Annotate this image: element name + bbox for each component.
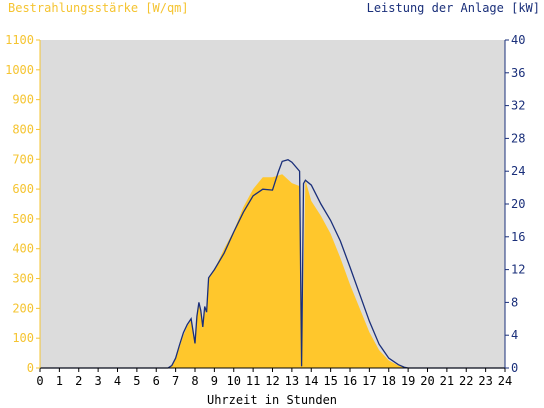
right-y-tick-label: 8 — [511, 295, 518, 309]
x-tick-label: 20 — [420, 374, 434, 388]
left-y-tick-label: 700 — [12, 152, 34, 166]
x-tick-label: 5 — [133, 374, 140, 388]
left-y-tick-label: 600 — [12, 182, 34, 196]
right-y-tick-label: 20 — [511, 197, 525, 211]
left-y-tick-label: 1000 — [5, 63, 34, 77]
left-y-tick-label: 1100 — [5, 33, 34, 47]
x-tick-label: 18 — [382, 374, 396, 388]
x-tick-label: 13 — [285, 374, 299, 388]
left-axis-title: Bestrahlungsstärke [W/qm] — [8, 1, 189, 15]
left-y-tick-label: 900 — [12, 93, 34, 107]
x-tick-label: 3 — [95, 374, 102, 388]
left-y-tick-label: 400 — [12, 242, 34, 256]
x-tick-label: 16 — [343, 374, 357, 388]
series-area-irradiance — [40, 174, 505, 368]
x-tick-label: 10 — [227, 374, 241, 388]
x-tick-label: 8 — [191, 374, 198, 388]
right-y-tick-label: 4 — [511, 328, 518, 342]
series-layer — [40, 158, 505, 369]
x-tick-label: 6 — [153, 374, 160, 388]
x-tick-label: 11 — [246, 374, 260, 388]
right-y-tick-label: 40 — [511, 33, 525, 47]
x-tick-label: 14 — [304, 374, 318, 388]
left-y-tick-label: 800 — [12, 122, 34, 136]
x-tick-label: 1 — [56, 374, 63, 388]
x-tick-label: 17 — [362, 374, 376, 388]
right-y-tick-label: 24 — [511, 164, 525, 178]
right-y-tick-label: 0 — [511, 361, 518, 375]
left-y-tick-label: 100 — [12, 331, 34, 345]
x-tick-label: 0 — [36, 374, 43, 388]
right-y-tick-label: 28 — [511, 131, 525, 145]
left-y-tick-label: 500 — [12, 212, 34, 226]
x-tick-label: 19 — [401, 374, 415, 388]
left-y-tick-label: 0 — [27, 361, 34, 375]
x-tick-label: 22 — [459, 374, 473, 388]
right-y-tick-label: 32 — [511, 99, 525, 113]
right-y-tick-label: 16 — [511, 230, 525, 244]
x-tick-label: 12 — [265, 374, 279, 388]
x-tick-label: 7 — [172, 374, 179, 388]
right-y-tick-label: 12 — [511, 263, 525, 277]
x-tick-label: 24 — [498, 374, 512, 388]
left-y-tick-label: 300 — [12, 272, 34, 286]
x-tick-label: 15 — [323, 374, 337, 388]
x-tick-label: 4 — [114, 374, 121, 388]
x-tick-label: 23 — [478, 374, 492, 388]
axes-layer: 0 1 2 3 4 5 6 7 8 9 10 11 12 13 14 15 16 17 18 19 20 21 22 23 24… — [5, 33, 525, 388]
series-line-power — [40, 158, 505, 369]
x-tick-label: 9 — [211, 374, 218, 388]
left-y-tick-label: 200 — [12, 301, 34, 315]
right-axis-title: Leistung der Anlage [kW] — [366, 1, 540, 15]
x-tick-label: 2 — [75, 374, 82, 388]
right-y-tick-label: 36 — [511, 66, 525, 80]
x-axis-title: Uhrzeit in Stunden — [206, 393, 338, 407]
x-tick-label: 21 — [440, 374, 454, 388]
